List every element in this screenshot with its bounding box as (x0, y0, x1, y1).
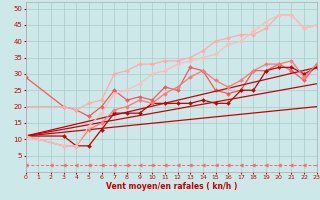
X-axis label: Vent moyen/en rafales ( kn/h ): Vent moyen/en rafales ( kn/h ) (106, 182, 237, 191)
